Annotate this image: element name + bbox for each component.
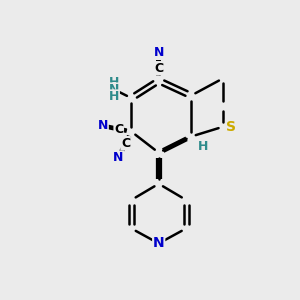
Text: N: N (98, 119, 108, 132)
Text: S: S (226, 120, 236, 134)
Text: N: N (113, 151, 124, 164)
Text: N: N (154, 46, 164, 59)
Text: H: H (109, 90, 119, 103)
Text: C: C (121, 137, 130, 150)
Text: N: N (109, 83, 119, 96)
Text: H: H (109, 76, 119, 89)
Text: C: C (154, 62, 163, 75)
Text: C: C (114, 123, 123, 136)
Text: N: N (153, 236, 164, 250)
Text: H: H (198, 140, 208, 153)
